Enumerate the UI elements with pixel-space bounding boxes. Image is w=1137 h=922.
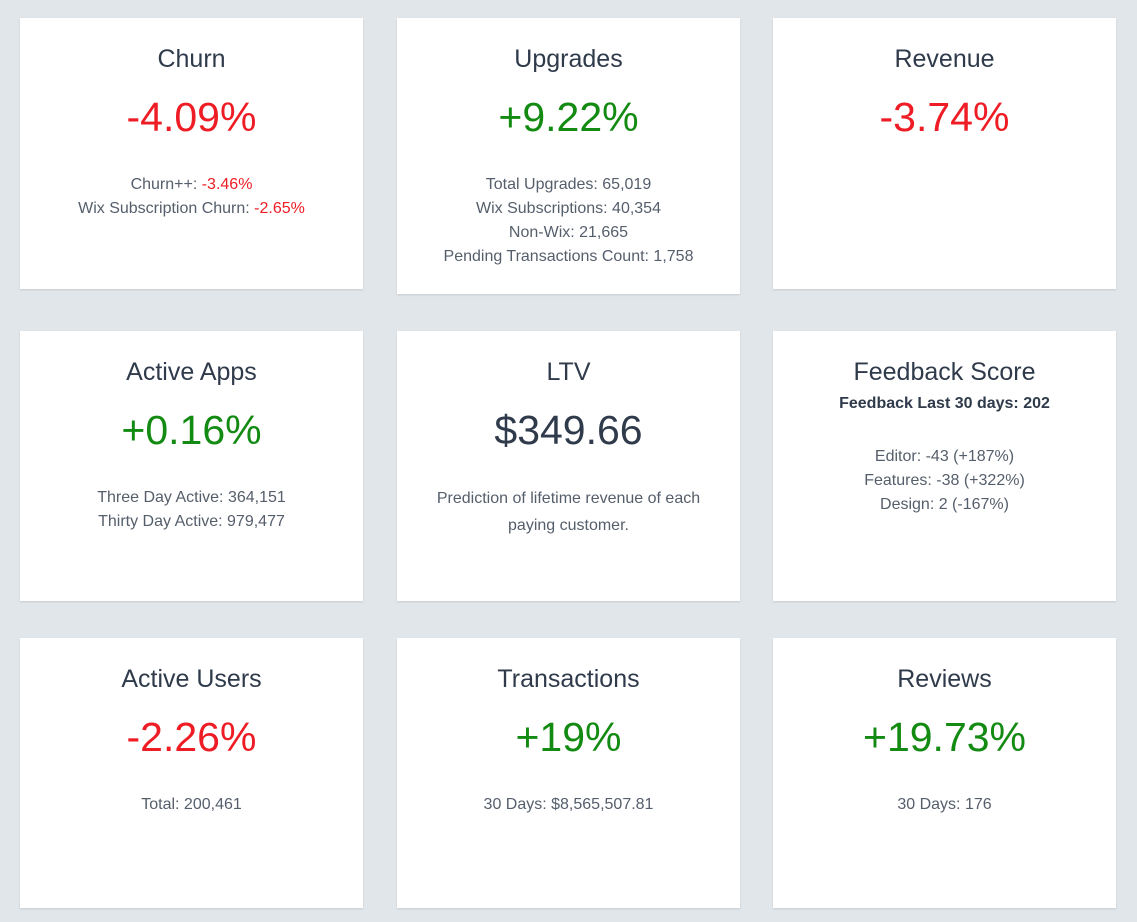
upgrades-value: +9.22% bbox=[498, 94, 639, 140]
churn-plus-label: Churn++: bbox=[130, 176, 202, 193]
feedback-editor-delta: +187% bbox=[958, 448, 1009, 465]
churn-plus-line: Churn++: -3.46% bbox=[20, 173, 363, 197]
non-wix-line: Non-Wix: 21,665 bbox=[508, 224, 629, 241]
reviews-30-days-line: 30 Days: 176 bbox=[897, 796, 992, 813]
active-users-total-line: Total: 200,461 bbox=[141, 796, 242, 813]
revenue-value: -3.74% bbox=[879, 94, 1010, 140]
transactions-details: 30 Days: $8,565,507.81 bbox=[397, 793, 740, 817]
card-title: Active Apps bbox=[126, 358, 257, 386]
active-users-details: Total: 200,461 bbox=[20, 793, 363, 817]
transactions-30-days-line: 30 Days: $8,565,507.81 bbox=[483, 796, 654, 813]
wix-subscription-churn-label: Wix Subscription Churn: bbox=[78, 200, 255, 217]
thirty-day-active-line: Thirty Day Active: 979,477 bbox=[98, 513, 285, 530]
upgrades-details: Total Upgrades: 65,019 Wix Subscriptions… bbox=[397, 173, 740, 269]
paren-close: ) bbox=[1008, 448, 1015, 465]
card-title: Active Users bbox=[121, 665, 262, 693]
feedback-details: Editor: -43 (+187%) Features: -38 (+322%… bbox=[773, 445, 1116, 517]
upgrades-card: Upgrades +9.22% Total Upgrades: 65,019 W… bbox=[397, 18, 740, 294]
ltv-value: $349.66 bbox=[494, 407, 643, 453]
wix-subscription-churn-value: -2.65% bbox=[254, 200, 305, 217]
card-title: LTV bbox=[546, 358, 591, 386]
wix-subscription-churn-line: Wix Subscription Churn: -2.65% bbox=[20, 197, 363, 221]
active-users-card: Active Users -2.26% Total: 200,461 bbox=[20, 638, 363, 908]
feedback-features-delta: +322% bbox=[969, 472, 1020, 489]
feedback-design-line: Design: 2 (-167%) bbox=[773, 493, 1116, 517]
card-title: Transactions bbox=[497, 665, 640, 693]
feedback-editor-line: Editor: -43 (+187%) bbox=[773, 445, 1116, 469]
card-title: Revenue bbox=[894, 45, 995, 73]
feedback-features-line: Features: -38 (+322%) bbox=[773, 469, 1116, 493]
ltv-description: Prediction of lifetime revenue of each p… bbox=[436, 490, 701, 534]
churn-details: Churn++: -3.46% Wix Subscription Churn: … bbox=[20, 173, 363, 221]
wix-subscriptions-line: Wix Subscriptions: 40,354 bbox=[476, 200, 661, 217]
paren-close: ) bbox=[1019, 472, 1025, 489]
total-upgrades-line: Total Upgrades: 65,019 bbox=[485, 176, 652, 193]
churn-plus-value: -3.46% bbox=[201, 176, 253, 193]
feedback-editor-label: Editor: -43 ( bbox=[874, 448, 959, 465]
revenue-card: Revenue -3.74% bbox=[773, 18, 1116, 289]
paren-close: ) bbox=[1003, 496, 1009, 513]
reviews-value: +19.73% bbox=[863, 714, 1026, 760]
ltv-card: LTV $349.66 Prediction of lifetime reven… bbox=[397, 331, 740, 601]
feedback-design-label: Design: 2 ( bbox=[880, 496, 958, 513]
feedback-score-card: Feedback Score Feedback Last 30 days: 20… bbox=[773, 331, 1116, 601]
card-title: Upgrades bbox=[514, 45, 623, 73]
reviews-details: 30 Days: 176 bbox=[773, 793, 1116, 817]
active-apps-details: Three Day Active: 364,151 Thirty Day Act… bbox=[20, 486, 363, 534]
card-title: Churn bbox=[157, 45, 226, 73]
churn-value: -4.09% bbox=[126, 94, 257, 140]
feedback-design-delta: -167% bbox=[957, 496, 1004, 513]
card-title: Feedback Score bbox=[853, 358, 1036, 386]
feedback-last-30-days: Feedback Last 30 days: 202 bbox=[839, 395, 1050, 412]
three-day-active-line: Three Day Active: 364,151 bbox=[97, 489, 286, 506]
pending-transactions-line: Pending Transactions Count: 1,758 bbox=[443, 248, 694, 265]
active-apps-card: Active Apps +0.16% Three Day Active: 364… bbox=[20, 331, 363, 601]
transactions-card: Transactions +19% 30 Days: $8,565,507.81 bbox=[397, 638, 740, 908]
transactions-value: +19% bbox=[515, 714, 622, 760]
active-users-value: -2.26% bbox=[126, 714, 257, 760]
feedback-features-label: Features: -38 ( bbox=[864, 472, 970, 489]
churn-card: Churn -4.09% Churn++: -3.46% Wix Subscri… bbox=[20, 18, 363, 289]
reviews-card: Reviews +19.73% 30 Days: 176 bbox=[773, 638, 1116, 908]
active-apps-value: +0.16% bbox=[121, 407, 262, 453]
card-title: Reviews bbox=[897, 665, 992, 693]
